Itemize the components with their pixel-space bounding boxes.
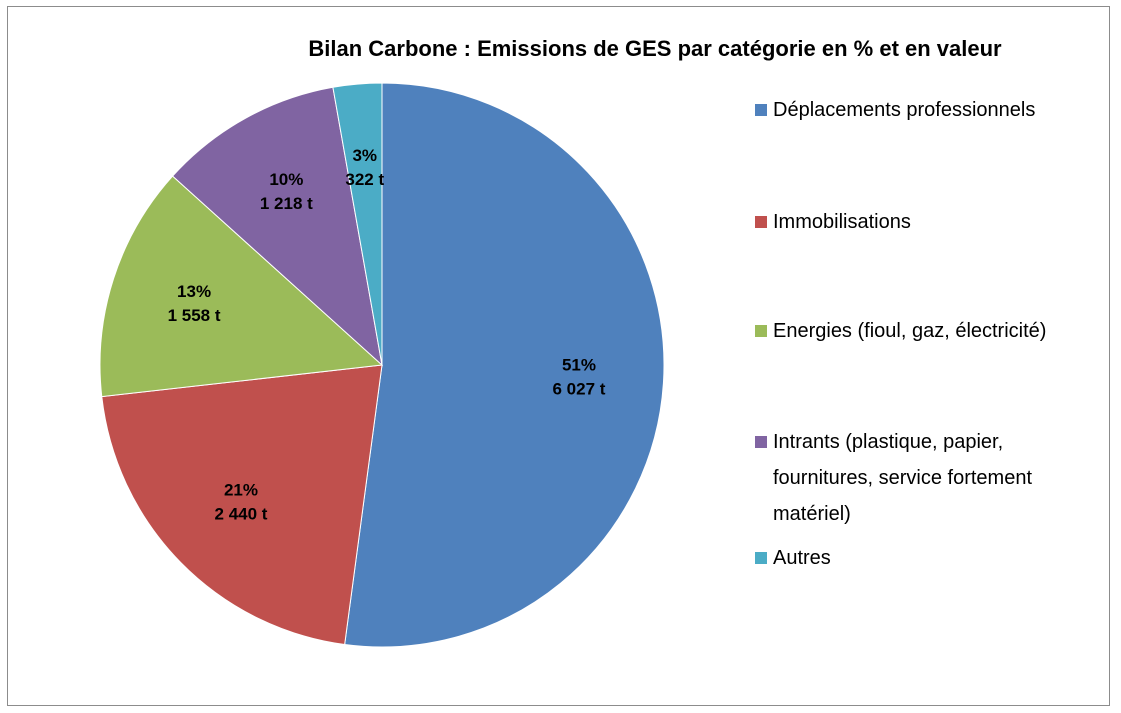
legend-label: Autres	[773, 547, 831, 569]
chart-frame	[7, 6, 1110, 706]
percent-label: 3%	[352, 146, 377, 165]
legend-item: Autres	[755, 540, 1105, 576]
chart-title: Bilan Carbone : Emissions de GES par cat…	[308, 36, 1002, 61]
value-label: 1 558 t	[168, 306, 221, 325]
percent-label: 10%	[269, 170, 303, 189]
pie-slice	[171, 86, 383, 367]
pie-slice	[332, 82, 383, 366]
legend-label: Immobilisations	[773, 211, 911, 233]
legend-label: Energies (fioul, gaz, électricité)	[773, 320, 1047, 342]
percent-label: 21%	[224, 481, 258, 500]
value-label: 6 027 t	[552, 380, 605, 399]
legend-label: Déplacements professionnels	[773, 99, 1036, 121]
value-label: 2 440 t	[215, 505, 268, 524]
legend-item: Energies (fioul, gaz, électricité)	[755, 313, 1105, 349]
legend-swatch	[755, 436, 767, 448]
value-label: 1 218 t	[260, 194, 313, 213]
legend-swatch	[755, 325, 767, 337]
percent-label: 51%	[562, 356, 596, 375]
legend-label: Intrants (plastique, papier, fournitures…	[773, 431, 1032, 525]
legend-item: Intrants (plastique, papier, fournitures…	[755, 424, 1105, 532]
legend-swatch	[755, 104, 767, 116]
pie-slice	[344, 82, 665, 648]
legend-item: Immobilisations	[755, 204, 1105, 240]
value-label: 322 t	[345, 170, 384, 189]
pie-slice	[101, 364, 383, 646]
pie-slice	[99, 175, 384, 398]
legend-item: Déplacements professionnels	[755, 92, 1105, 128]
legend-swatch	[755, 552, 767, 564]
percent-label: 13%	[177, 282, 211, 301]
legend-swatch	[755, 216, 767, 228]
